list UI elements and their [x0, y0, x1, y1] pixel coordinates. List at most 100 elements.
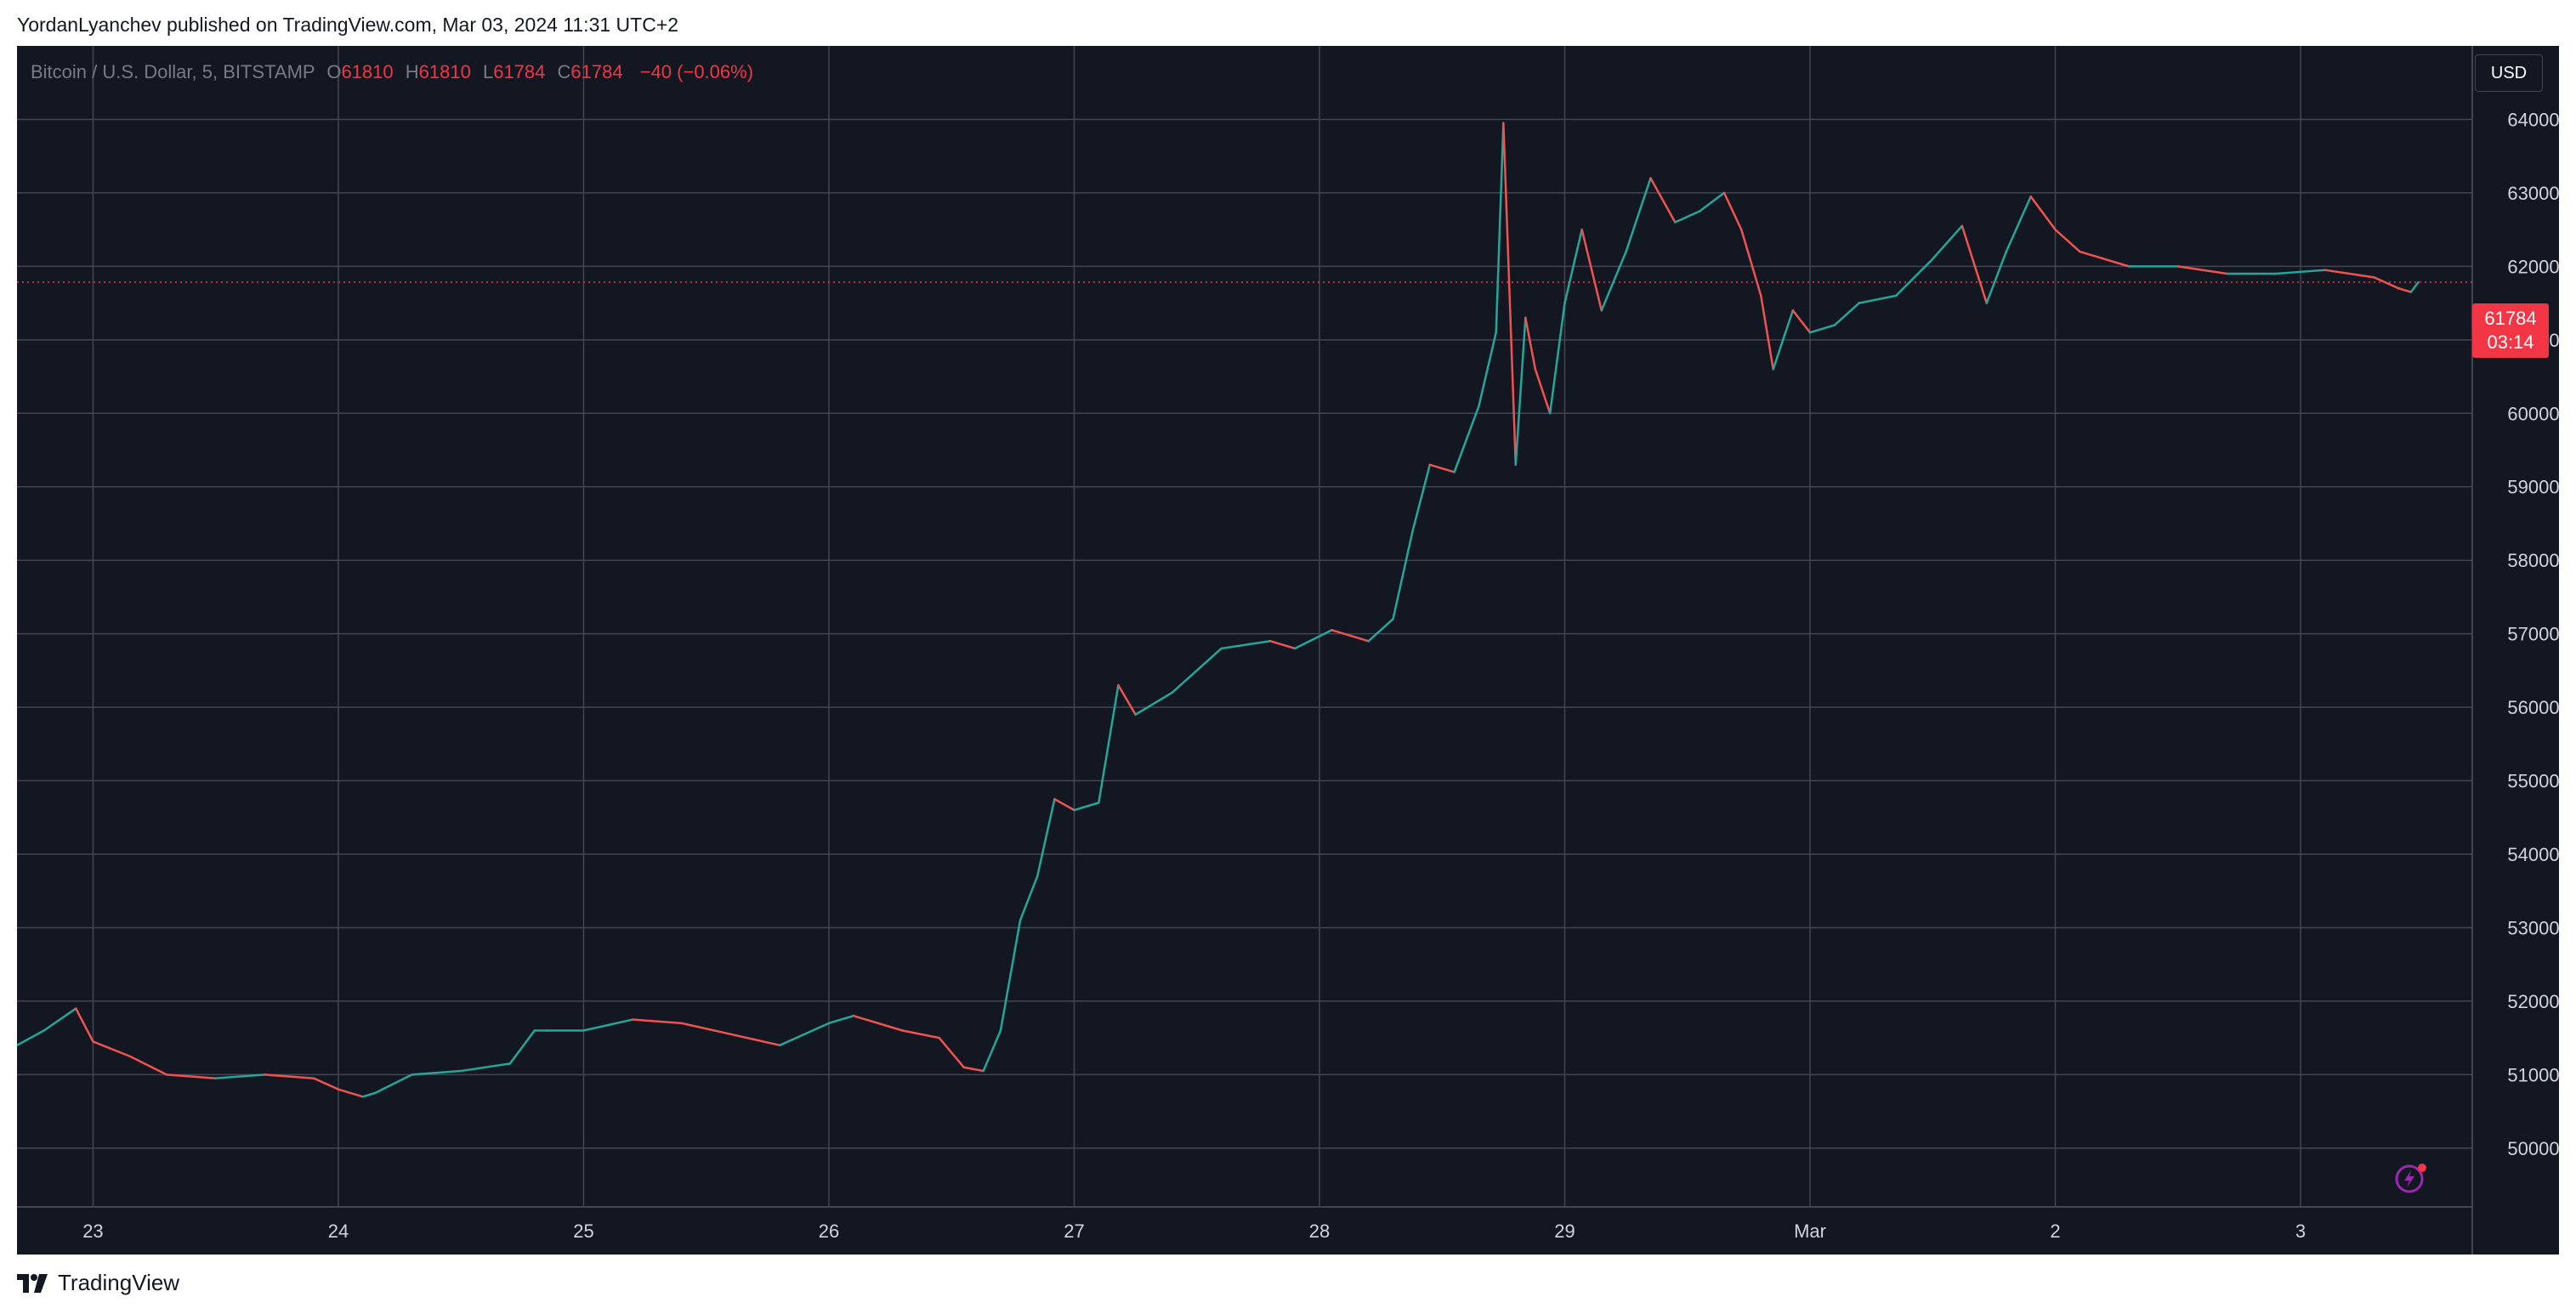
- x-tick-label: 3: [2295, 1221, 2306, 1242]
- y-tick-label: 54000: [2507, 844, 2559, 865]
- y-tick-label: 62000: [2507, 256, 2559, 277]
- x-tick-label: 26: [819, 1221, 839, 1242]
- price-segment: [1524, 316, 1537, 371]
- x-tick-label: Mar: [1794, 1221, 1826, 1242]
- price-segment: [1392, 530, 1414, 620]
- x-tick-label: 24: [328, 1221, 349, 1242]
- price-segment: [582, 1018, 634, 1032]
- low-value: 61784: [493, 61, 546, 82]
- price-segment: [2409, 280, 2420, 293]
- price-segment: [2397, 287, 2413, 293]
- price-segment: [803, 1022, 831, 1036]
- price-segment: [411, 1069, 462, 1076]
- price-segment: [938, 1036, 965, 1068]
- price-segment: [1649, 177, 1677, 224]
- price-segment: [779, 1033, 806, 1047]
- price-segment: [361, 1091, 377, 1098]
- price-series: [17, 122, 2420, 1098]
- price-segment: [264, 1073, 315, 1079]
- price-segment: [2274, 269, 2327, 275]
- price-segment: [1478, 331, 1497, 407]
- price-segment: [1293, 629, 1333, 650]
- close-label: C: [557, 61, 571, 82]
- price-segment: [459, 1062, 512, 1073]
- price-segment: [1073, 801, 1100, 812]
- price-segment: [729, 1033, 781, 1047]
- price-segment: [2079, 250, 2131, 268]
- y-tick-label: 55000: [2507, 771, 2559, 792]
- x-tick-label: 28: [1309, 1221, 1330, 1242]
- y-tick-label: 51000: [2507, 1064, 2559, 1085]
- y-tick-label: 63000: [2507, 183, 2559, 204]
- price-segment: [1428, 463, 1455, 473]
- price-segment: [43, 1007, 77, 1032]
- price-segment: [1548, 302, 1566, 415]
- price-segment: [1220, 640, 1272, 650]
- price-segment: [1411, 463, 1432, 532]
- price-segment: [852, 1014, 904, 1032]
- tradingview-logo[interactable]: TradingView: [17, 1270, 179, 1296]
- price-segment: [2176, 265, 2228, 275]
- open-label: O: [326, 61, 342, 82]
- price-segment: [1018, 875, 1039, 922]
- x-tick-label: 25: [573, 1221, 593, 1242]
- price-segment: [2029, 195, 2057, 231]
- open-value: 61810: [341, 61, 394, 82]
- price-segment: [337, 1088, 365, 1098]
- grid-lines: [17, 46, 2472, 1207]
- price-segment: [962, 1066, 984, 1073]
- price-segment: [1600, 250, 1627, 312]
- price-segment: [1563, 228, 1583, 304]
- price-segment: [1534, 368, 1552, 415]
- y-tick-label: 64000: [2507, 109, 2559, 130]
- price-segment: [1722, 191, 1743, 231]
- price-chart[interactable]: 50000 51000 52000 53000 54000 55000 56000 57000…: [17, 46, 2559, 1255]
- published-by-line: YordanLyanchev published on TradingView.…: [17, 14, 679, 36]
- high-label: H: [405, 61, 419, 82]
- price-segment: [1808, 324, 1836, 334]
- price-segment: [1367, 618, 1394, 643]
- currency-button[interactable]: USD: [2475, 54, 2543, 92]
- y-tick-label: 52000: [2507, 991, 2559, 1012]
- tradingview-logo-icon: [17, 1273, 48, 1293]
- price-segment: [1625, 177, 1652, 253]
- price-segment: [1502, 122, 1518, 467]
- x-tick-label: 27: [1064, 1221, 1084, 1242]
- close-value: 61784: [570, 61, 623, 82]
- price-segment: [214, 1073, 266, 1079]
- y-tick-label: 56000: [2507, 697, 2559, 718]
- x-tick-label: 2: [2050, 1221, 2060, 1242]
- price-segment: [2054, 228, 2081, 253]
- price-segment: [1674, 210, 1701, 224]
- low-label: L: [482, 61, 494, 82]
- symbol-legend[interactable]: Bitcoin / U.S. Dollar, 5, BITSTAMP O6181…: [31, 61, 753, 83]
- price-segment: [373, 1073, 413, 1095]
- price-segment: [631, 1018, 684, 1025]
- price-segment: [1053, 797, 1075, 812]
- y-tick-label: 50000: [2507, 1138, 2559, 1159]
- price-segment: [1098, 683, 1120, 804]
- y-tick-label: 58000: [2507, 550, 2559, 571]
- price-segment: [999, 919, 1022, 1032]
- price-segment: [1960, 224, 1988, 304]
- price-segment: [1580, 228, 1603, 312]
- price-segment: [1171, 647, 1223, 694]
- price-segment: [1791, 309, 1812, 334]
- price-segment: [1894, 258, 1934, 297]
- price-segment: [1932, 224, 1964, 260]
- price-segment: [1833, 302, 1860, 326]
- y-tick-label: 57000: [2507, 624, 2559, 645]
- price-segment: [74, 1007, 94, 1043]
- chart-pane[interactable]: 50000 51000 52000 53000 54000 55000 56000 57000…: [17, 46, 2559, 1255]
- axes: 50000 51000 52000 53000 54000 55000 56000 57000…: [17, 46, 2559, 1255]
- high-value: 61810: [418, 61, 471, 82]
- price-segment: [92, 1040, 131, 1058]
- symbol-title[interactable]: Bitcoin / U.S. Dollar, 5, BITSTAMP: [31, 61, 315, 82]
- lightning-bolt-icon[interactable]: [2394, 1161, 2428, 1195]
- y-tick-label: 53000: [2507, 917, 2559, 938]
- price-segment: [17, 1029, 45, 1047]
- price-segment: [1698, 191, 1726, 212]
- price-segment: [680, 1022, 732, 1036]
- y-tick-label: 59000: [2507, 477, 2559, 498]
- x-tick-label: 23: [82, 1221, 103, 1242]
